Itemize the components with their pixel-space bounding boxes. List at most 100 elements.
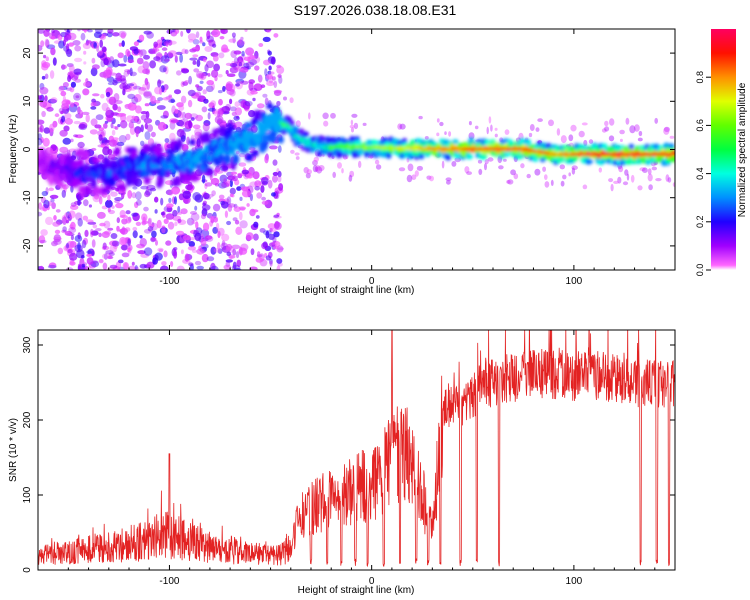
spectrogram-noise-cell — [48, 187, 54, 192]
spectrogram-noise-cell — [60, 90, 67, 97]
spectrogram-noise-cell — [122, 88, 126, 96]
spectrogram-ridge-cell — [525, 139, 532, 147]
spectrogram-noise-cell — [168, 40, 177, 45]
spectrogram-noise-cell — [262, 36, 271, 43]
spectrogram-noise-cell — [218, 98, 223, 106]
spectrogram-noise-cell — [215, 222, 220, 231]
spectrogram-noise-cell — [436, 118, 440, 123]
spectrogram-noise-cell — [269, 228, 277, 233]
spectrogram-noise-cell — [61, 189, 66, 198]
spectrogram-noise-cell — [196, 248, 205, 255]
spectrogram-noise-cell — [241, 50, 245, 57]
spectrogram-noise-cell — [142, 216, 146, 223]
spectrogram-noise-cell — [128, 244, 133, 251]
spectrogram-noise-cell — [559, 164, 565, 170]
spectrogram-noise-cell — [182, 111, 186, 121]
spectrogram-noise-cell — [77, 29, 81, 32]
spectrogram-noise-cell — [211, 190, 216, 196]
spectrogram-noise-cell — [112, 79, 118, 86]
spectrogram-noise-cell — [184, 118, 189, 126]
spectrogram-noise-cell — [143, 206, 149, 212]
spectrogram-noise-cell — [62, 82, 69, 88]
spectrogram-ridge-cell — [243, 122, 252, 129]
spectrogram-x-tick-label: -100 — [159, 276, 179, 287]
spectrogram-noise-cell — [94, 124, 102, 129]
spectrogram-noise-cell — [228, 255, 236, 259]
spectrogram-noise-cell — [257, 251, 261, 258]
spectrogram-noise-cell — [114, 197, 123, 201]
spectrogram-noise-cell — [214, 183, 219, 187]
spectrogram-noise-cell — [195, 227, 203, 235]
spectrogram-noise-cell — [119, 210, 126, 218]
spectrogram-noise-cell — [110, 122, 114, 129]
spectrogram-noise-cell — [153, 56, 161, 62]
spectrogram-noise-cell — [69, 224, 74, 229]
spectrogram-ridge-cell — [399, 154, 405, 160]
spectrogram-noise-cell — [137, 250, 146, 255]
spectrogram-noise-cell — [145, 189, 152, 196]
spectrogram-noise-cell — [122, 85, 131, 90]
spectrogram-noise-cell — [107, 227, 114, 231]
spectrogram-noise-cell — [105, 199, 113, 208]
spectrogram-noise-cell — [52, 221, 61, 227]
spectrogram-noise-cell — [139, 49, 147, 56]
spectrogram-noise-cell — [118, 63, 127, 67]
spectrogram-noise-cell — [223, 264, 232, 270]
spectrogram-noise-cell — [560, 180, 565, 187]
spectrogram-noise-cell — [181, 48, 187, 55]
spectrogram-noise-cell — [273, 231, 280, 238]
spectrogram-noise-cell — [200, 213, 207, 220]
spectrogram-noise-cell — [513, 173, 519, 180]
spectrogram-noise-cell — [202, 122, 210, 132]
spectrogram-noise-cell — [136, 57, 144, 65]
spectrogram-noise-cell — [235, 83, 241, 87]
spectrogram-noise-cell — [129, 71, 137, 77]
spectrogram-noise-cell — [38, 29, 45, 34]
spectrogram-noise-cell — [177, 218, 182, 223]
spectrogram-noise-cell — [42, 137, 50, 147]
spectrogram-noise-cell — [314, 166, 319, 172]
spectrogram-noise-cell — [414, 170, 419, 177]
spectrogram-noise-cell — [194, 260, 202, 266]
spectrogram-noise-cell — [647, 168, 652, 175]
spectrogram-noise-cell — [112, 103, 118, 111]
spectrogram-noise-cell — [265, 255, 272, 261]
spectrogram-noise-cell — [266, 29, 271, 33]
spectrogram-noise-cell — [127, 69, 131, 75]
spectrogram-noise-cell — [64, 112, 72, 120]
spectrogram-noise-cell — [41, 190, 48, 197]
spectrogram-noise-cell — [176, 70, 182, 76]
spectrogram-noise-cell — [223, 178, 227, 185]
spectrogram-ridge-cell — [545, 143, 552, 148]
spectrogram-noise-cell — [195, 71, 204, 79]
spectrogram-noise-cell — [149, 187, 157, 192]
spectrogram-noise-cell — [157, 121, 167, 131]
spectrogram-noise-cell — [257, 74, 263, 83]
spectrogram-noise-cell — [89, 129, 98, 135]
spectrogram-noise-cell — [127, 59, 135, 64]
spectrogram-noise-cell — [277, 170, 282, 178]
spectrogram-ridge-cell — [481, 154, 488, 159]
spectrogram-noise-cell — [79, 109, 83, 119]
spectrogram-noise-cell — [98, 196, 103, 205]
spectrogram-noise-cell — [619, 138, 623, 142]
spectrogram-noise-cell — [93, 31, 102, 39]
spectrogram-noise-cell — [487, 157, 494, 162]
spectrogram-noise-cell — [80, 32, 86, 41]
spectrogram-noise-cell — [92, 224, 98, 229]
spectrogram-noise-cell — [138, 87, 147, 91]
spectrogram-noise-cell — [139, 235, 143, 239]
spectrogram-noise-cell — [537, 118, 543, 122]
spectrogram-noise-cell — [54, 113, 60, 118]
spectrogram-noise-cell — [163, 41, 169, 46]
colorbar-gradient — [711, 29, 736, 270]
spectrogram-noise-cell — [200, 239, 207, 247]
spectrogram-noise-cell — [272, 240, 278, 248]
spectrogram-noise-cell — [622, 181, 629, 186]
spectrogram-noise-cell — [303, 167, 309, 174]
spectrogram-ridge-cell — [466, 153, 473, 160]
spectrogram-noise-cell — [244, 29, 248, 32]
spectrogram-noise-cell — [273, 89, 283, 94]
spectrogram-noise-cell — [91, 239, 96, 248]
